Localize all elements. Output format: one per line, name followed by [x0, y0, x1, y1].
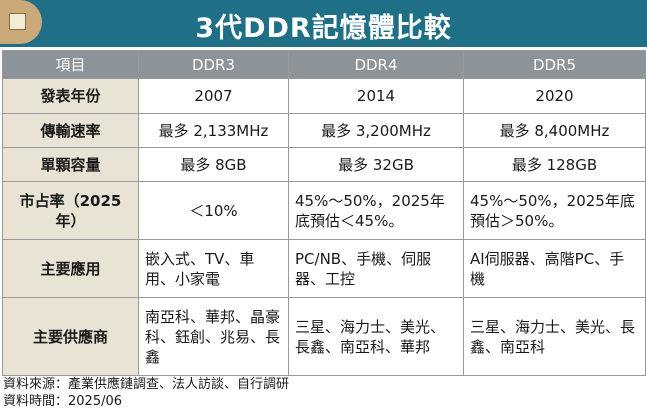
page-title: 3代DDR記憶體比較: [195, 13, 452, 44]
table-row: 主要應用 嵌入式、TV、車用、小家電 PC/NB、手機、伺服器、工控 AI伺服器…: [2, 239, 646, 298]
header-item: 項目: [2, 50, 139, 79]
table-row: 傳輸速率 最多 2,133MHz 最多 3,200MHz 最多 8,400MHz: [2, 113, 646, 148]
table-cell: 2020: [463, 78, 646, 114]
table-row: 市占率（2025年） ＜10% 45%～50%，2025年底預估＜45%。 45…: [2, 181, 646, 240]
table-row: 單顆容量 最多 8GB 最多 32GB 最多 128GB: [2, 147, 646, 182]
table-cell: AI伺服器、高階PC、手機: [463, 239, 646, 298]
table-cell: 嵌入式、TV、車用、小家電: [138, 239, 289, 298]
row-label: 單顆容量: [2, 147, 139, 182]
table-cell: 45%～50%，2025年底預估＞50%。: [463, 181, 646, 240]
table-cell: 南亞科、華邦、晶豪科、鈺創、兆易、長鑫: [138, 297, 289, 376]
table-cell: 最多 32GB: [288, 147, 464, 182]
header-ddr3: DDR3: [138, 50, 289, 79]
header-ddr5: DDR5: [463, 50, 646, 79]
header-row: 項目 DDR3 DDR4 DDR5: [2, 50, 646, 79]
table-cell: 最多 3,200MHz: [288, 113, 464, 148]
table-cell: 2007: [138, 78, 289, 114]
title-banner: 3代DDR記憶體比較: [0, 0, 647, 47]
header-ddr4: DDR4: [288, 50, 464, 79]
comparison-table: 項目 DDR3 DDR4 DDR5 發表年份 2007 2014 2020 傳輸…: [2, 50, 646, 376]
table-cell: 最多 8GB: [138, 147, 289, 182]
row-label: 主要供應商: [2, 297, 139, 376]
table-cell: 三星、海力士、美光、長鑫、南亞科: [463, 297, 646, 376]
table-cell: 最多 8,400MHz: [463, 113, 646, 148]
source-note: 資料來源：產業供應鏈調查、法人訪談、自行調研: [3, 377, 290, 392]
date-note: 資料時間：2025/06: [3, 394, 123, 409]
table-cell: 三星、海力士、美光、長鑫、南亞科、華邦: [288, 297, 464, 376]
table-cell: 最多 2,133MHz: [138, 113, 289, 148]
banner-tab: [0, 0, 42, 44]
table-cell: 最多 128GB: [463, 147, 646, 182]
row-label: 市占率（2025年）: [2, 181, 139, 240]
square-marker-icon: [9, 13, 26, 30]
row-label: 發表年份: [2, 78, 139, 114]
row-label: 主要應用: [2, 239, 139, 298]
table-cell: PC/NB、手機、伺服器、工控: [288, 239, 464, 298]
table-cell: 45%～50%，2025年底預估＜45%。: [288, 181, 464, 240]
table-row: 發表年份 2007 2014 2020: [2, 78, 646, 114]
table-row: 主要供應商 南亞科、華邦、晶豪科、鈺創、兆易、長鑫 三星、海力士、美光、長鑫、南…: [2, 297, 646, 376]
table-cell: ＜10%: [138, 181, 289, 240]
table-cell: 2014: [288, 78, 464, 114]
footer-notes: 資料來源：產業供應鏈調查、法人訪談、自行調研 資料時間：2025/06: [3, 376, 289, 410]
row-label: 傳輸速率: [2, 113, 139, 148]
